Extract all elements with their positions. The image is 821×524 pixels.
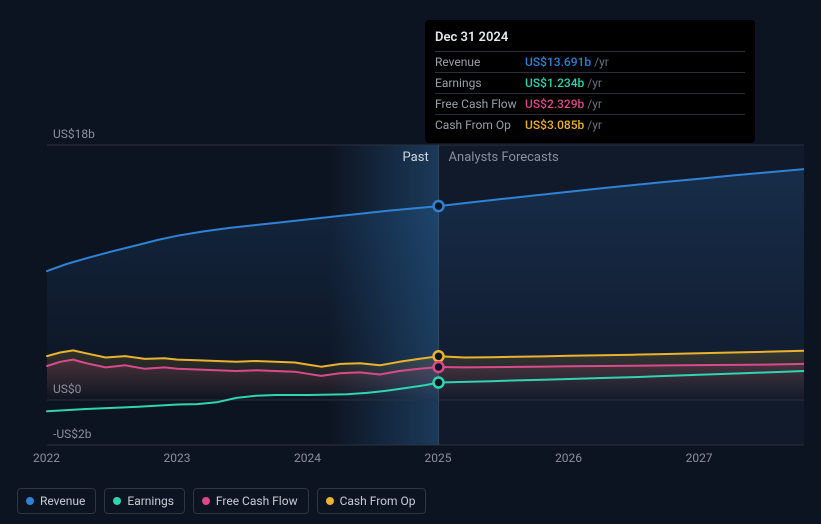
legend-label: Cash From Op (340, 494, 416, 508)
tooltip-row: Free Cash FlowUS$2.329b/yr (435, 93, 745, 114)
tooltip-value: US$13.691b (525, 55, 591, 69)
x-tick-label: 2027 (686, 451, 713, 465)
tooltip-label: Earnings (435, 76, 525, 90)
tooltip: Dec 31 2024RevenueUS$13.691b/yrEarningsU… (425, 20, 755, 143)
legend-item-revenue[interactable]: Revenue (17, 488, 96, 514)
marker-fcf[interactable] (434, 362, 444, 372)
tooltip-row: RevenueUS$13.691b/yr (435, 51, 745, 72)
tooltip-row: Cash From OpUS$3.085b/yr (435, 114, 745, 135)
tooltip-unit: /yr (587, 76, 602, 90)
x-tick-label: 2024 (294, 451, 321, 465)
x-tick-label: 2022 (33, 451, 60, 465)
x-tick-label: 2026 (555, 451, 582, 465)
legend-swatch (113, 497, 121, 505)
tooltip-unit: /yr (587, 118, 602, 132)
legend-item-earnings[interactable]: Earnings (104, 488, 185, 514)
legend-swatch (202, 497, 210, 505)
tooltip-unit: /yr (594, 55, 609, 69)
tooltip-value: US$2.329b (525, 97, 584, 111)
marker-revenue[interactable] (434, 201, 444, 211)
tooltip-label: Cash From Op (435, 118, 525, 132)
marker-earnings[interactable] (434, 378, 444, 388)
x-tick-label: 2025 (425, 451, 452, 465)
legend-item-fcf[interactable]: Free Cash Flow (193, 488, 309, 514)
y-tick-label: US$0 (53, 382, 81, 396)
tooltip-label: Revenue (435, 55, 525, 69)
tooltip-value: US$3.085b (525, 118, 584, 132)
tooltip-value: US$1.234b (525, 76, 584, 90)
y-tick-label: US$18b (53, 127, 95, 141)
legend-label: Free Cash Flow (216, 494, 298, 508)
section-label-past: Past (403, 150, 429, 165)
legend-swatch (326, 497, 334, 505)
tooltip-unit: /yr (587, 97, 602, 111)
tooltip-row: EarningsUS$1.234b/yr (435, 72, 745, 93)
x-tick-label: 2023 (164, 451, 191, 465)
legend: Revenue Earnings Free Cash Flow Cash From O… (17, 488, 426, 514)
marker-cash_from_op[interactable] (434, 351, 444, 361)
tooltip-date: Dec 31 2024 (435, 28, 745, 51)
section-label-forecast: Analysts Forecasts (449, 150, 559, 165)
legend-label: Revenue (40, 494, 85, 508)
legend-swatch (26, 497, 34, 505)
tooltip-label: Free Cash Flow (435, 97, 525, 111)
y-tick-label: -US$2b (53, 427, 91, 441)
legend-label: Earnings (127, 494, 174, 508)
legend-item-cfo[interactable]: Cash From Op (317, 488, 427, 514)
